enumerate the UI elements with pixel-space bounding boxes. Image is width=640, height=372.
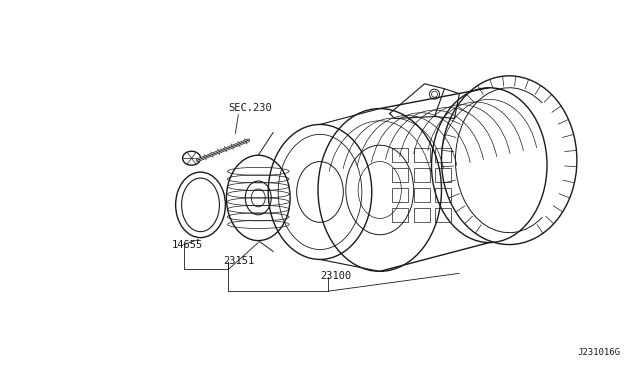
Text: 23100: 23100 — [320, 271, 351, 281]
Text: 14655: 14655 — [172, 240, 203, 250]
Text: SEC.230: SEC.230 — [228, 103, 272, 113]
Text: J231016G: J231016G — [578, 348, 621, 357]
Text: 23151: 23151 — [223, 256, 255, 266]
